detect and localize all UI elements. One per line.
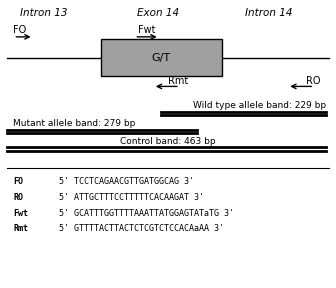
Text: FO: FO (13, 177, 24, 186)
Text: RO: RO (306, 76, 320, 86)
Text: Rmt: Rmt (13, 224, 29, 234)
Text: Fwt: Fwt (138, 25, 155, 35)
Text: Rmt: Rmt (168, 76, 188, 86)
Text: G/T: G/T (152, 53, 171, 62)
Text: Mutant allele band: 279 bp: Mutant allele band: 279 bp (13, 119, 136, 128)
Text: Control band: 463 bp: Control band: 463 bp (120, 137, 216, 146)
Text: Wild type allele band: 229 bp: Wild type allele band: 229 bp (193, 101, 326, 110)
Text: 5' GTTTTACTTACTCTCGTCTCCACAaAA 3': 5' GTTTTACTTACTCTCGTCTCCACAaAA 3' (59, 224, 224, 234)
Text: Intron 14: Intron 14 (245, 8, 293, 18)
Text: FO: FO (13, 25, 27, 35)
Text: 5' TCCTCAGAACGTTGATGGCAG 3': 5' TCCTCAGAACGTTGATGGCAG 3' (59, 177, 194, 186)
Bar (101, 39, 222, 76)
Text: 5' ATTGCTTTCCTTTTTCACAAGAT 3': 5' ATTGCTTTCCTTTTTCACAAGAT 3' (59, 193, 204, 202)
Text: Exon 14: Exon 14 (137, 8, 179, 18)
Text: Fwt: Fwt (13, 209, 29, 218)
Text: Intron 13: Intron 13 (20, 8, 68, 18)
Text: RO: RO (13, 193, 24, 202)
Text: 5' GCATTTGGTTTTAAATTATGGAGTATaTG 3': 5' GCATTTGGTTTTAAATTATGGAGTATaTG 3' (59, 209, 234, 218)
